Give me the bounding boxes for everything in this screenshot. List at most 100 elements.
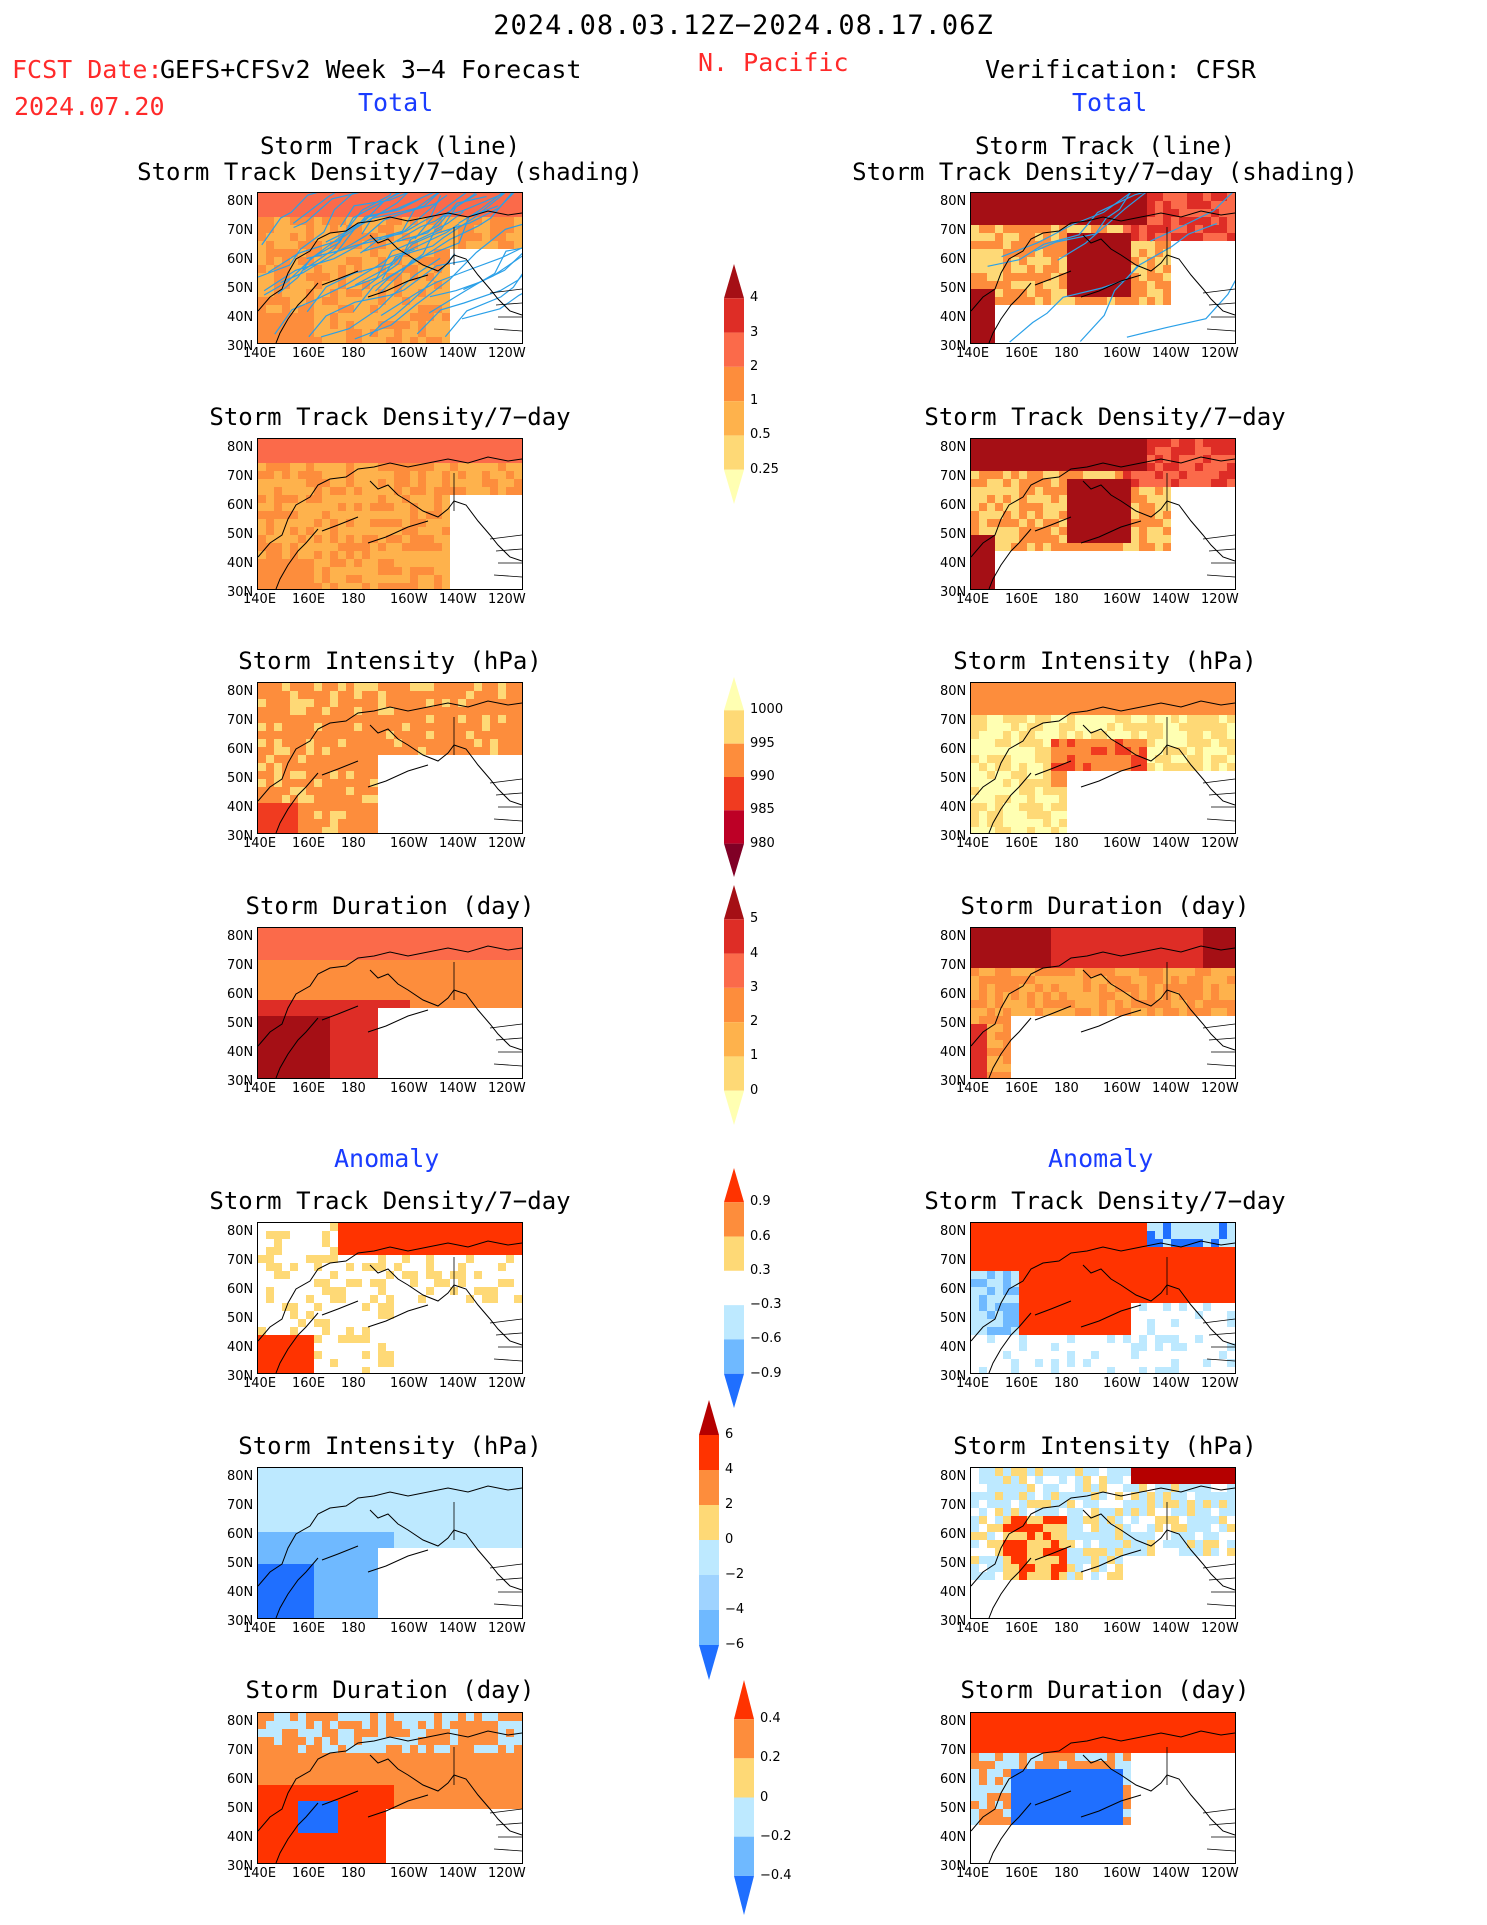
grid-cell [1155, 495, 1163, 503]
grid-cell [426, 707, 434, 715]
grid-cell [386, 755, 394, 763]
grid-cell [1187, 567, 1195, 575]
grid-cell [1123, 495, 1131, 503]
grid-cell [1219, 795, 1227, 803]
grid-cell [338, 289, 346, 297]
grid-cell [1131, 329, 1139, 337]
grid-cell [402, 819, 410, 827]
grid-cell [1075, 321, 1083, 329]
grid-cell [506, 992, 514, 1000]
grid-cell [354, 771, 362, 779]
grid-cell [1099, 771, 1107, 779]
grid-cell [490, 249, 498, 257]
grid-cell [1131, 201, 1139, 209]
grid-cell [1019, 763, 1027, 771]
grid-cell [1211, 771, 1219, 779]
grid-cell [1083, 739, 1091, 747]
grid-cell [458, 928, 466, 936]
lat-tick-label: 40N [227, 310, 254, 325]
grid-cell [1099, 723, 1107, 731]
grid-cell [346, 1072, 354, 1078]
grid-cell [1179, 984, 1187, 992]
grid-cell [514, 1008, 522, 1016]
grid-cell [498, 739, 506, 747]
grid-cell [1115, 763, 1123, 771]
grid-cell [330, 503, 338, 511]
grid-cell [378, 984, 386, 992]
grid-cell [266, 683, 274, 691]
grid-cell [386, 201, 394, 209]
grid-cell [1139, 313, 1147, 321]
grid-cell [987, 827, 995, 833]
grid-cell [450, 321, 458, 329]
grid-cell [474, 1032, 482, 1040]
grid-cell [346, 723, 354, 731]
grid-cell [442, 827, 450, 833]
grid-cell [1163, 944, 1171, 952]
grid-cell [346, 455, 354, 463]
grid-cell [386, 811, 394, 819]
grid-cell [314, 1024, 322, 1032]
grid-cell [386, 463, 394, 471]
grid-cell [1211, 583, 1219, 589]
grid-cell [282, 313, 290, 321]
grid-cell [418, 691, 426, 699]
grid-cell [1171, 487, 1179, 495]
grid-cell [1083, 265, 1091, 273]
grid-cell [322, 1072, 330, 1078]
grid-cell [1035, 1008, 1043, 1016]
grid-cell [1107, 201, 1115, 209]
grid-cell [330, 527, 338, 535]
grid-cell [490, 795, 498, 803]
grid-cell [370, 755, 378, 763]
grid-cell [1051, 795, 1059, 803]
grid-cell [1187, 233, 1195, 241]
grid-cell [1051, 739, 1059, 747]
grid-cell [290, 928, 298, 936]
lon-tick-label: 120W [1201, 592, 1239, 607]
storm-track-line [414, 193, 467, 240]
grid-cell [426, 313, 434, 321]
grid-cell [1027, 707, 1035, 715]
grid-cell [410, 575, 418, 583]
grid-cell [1123, 683, 1131, 691]
grid-cell [450, 535, 458, 543]
grid-cell [506, 771, 514, 779]
grid-cell [1195, 755, 1203, 763]
grid-cell [418, 960, 426, 968]
grid-cell [386, 739, 394, 747]
grid-cell [1131, 787, 1139, 795]
lat-tick-label: 70N [227, 958, 254, 973]
grid-cell [434, 487, 442, 495]
grid-cell [394, 699, 402, 707]
grid-cell [1211, 827, 1219, 833]
grid-cell [1075, 779, 1083, 787]
grid-cell [987, 487, 995, 495]
grid-cell [1091, 289, 1099, 297]
grid-cell [1147, 559, 1155, 567]
grid-cell [322, 583, 330, 589]
grid-cell [498, 992, 506, 1000]
grid-cell [1027, 471, 1035, 479]
grid-cell [282, 928, 290, 936]
grid-cell [995, 936, 1003, 944]
grid-cell [410, 747, 418, 755]
grid-cell [386, 1056, 394, 1064]
grid-cell [418, 559, 426, 567]
grid-cell [482, 691, 490, 699]
grid-cell [1179, 683, 1187, 691]
grid-cell [498, 439, 506, 447]
grid-cell [338, 487, 346, 495]
grid-cell [266, 960, 274, 968]
grid-cell [514, 960, 522, 968]
grid-cell [338, 1032, 346, 1040]
grid-cell [330, 779, 338, 787]
lon-tick-label: 120W [488, 346, 526, 361]
grid-cell [482, 928, 490, 936]
grid-cell [458, 305, 466, 313]
grid-cell [442, 281, 450, 289]
grid-cell [1179, 439, 1187, 447]
grid-cell [330, 787, 338, 795]
grid-cell [458, 771, 466, 779]
grid-cell [418, 715, 426, 723]
